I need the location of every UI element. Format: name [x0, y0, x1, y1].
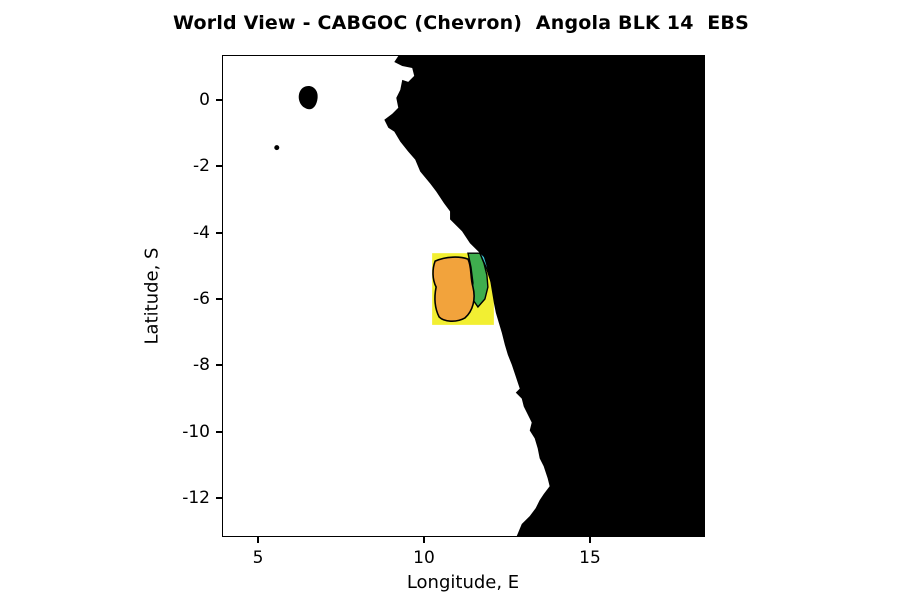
y-tick-label: -2	[193, 156, 210, 176]
map-svg	[223, 56, 704, 536]
y-tick-label: -4	[193, 223, 210, 243]
land-mass	[384, 56, 704, 536]
x-tick-mark	[423, 537, 425, 543]
x-tick-label: 15	[579, 548, 601, 568]
island-icon	[298, 86, 318, 110]
x-tick-label: 5	[252, 548, 264, 568]
plot-area	[222, 55, 705, 537]
figure-title: World View - CABGOC (Chevron) Angola BLK…	[173, 12, 749, 34]
y-tick-mark	[216, 165, 222, 167]
y-tick-mark	[216, 99, 222, 101]
y-tick-label: 0	[199, 90, 210, 110]
contour-patch	[432, 252, 497, 325]
y-tick-mark	[216, 497, 222, 499]
y-tick-mark	[216, 431, 222, 433]
islet-icon	[274, 145, 280, 151]
y-tick-label: -8	[193, 355, 210, 375]
y-tick-label: -12	[182, 488, 210, 508]
y-axis-label: Latitude, S	[141, 247, 163, 345]
x-tick-mark	[257, 537, 259, 543]
x-tick-label: 10	[413, 548, 435, 568]
y-tick-mark	[216, 232, 222, 234]
y-tick-mark	[216, 364, 222, 366]
contour-band-orange	[432, 256, 475, 322]
x-axis-label: Longitude, E	[406, 572, 520, 593]
x-tick-mark	[589, 537, 591, 543]
y-tick-label: -10	[182, 422, 210, 442]
y-tick-label: -6	[193, 289, 210, 309]
y-tick-mark	[216, 298, 222, 300]
